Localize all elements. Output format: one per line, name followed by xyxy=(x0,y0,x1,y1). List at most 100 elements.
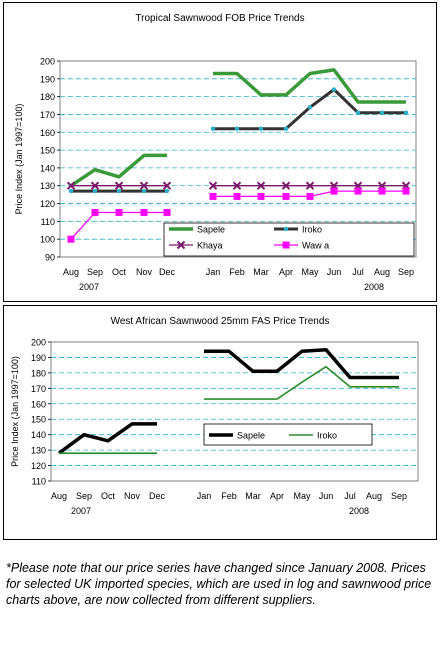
plot-area xyxy=(50,341,419,482)
y-tick-label: 170 xyxy=(31,384,46,394)
series-line xyxy=(57,422,157,455)
y-tick-label: 190 xyxy=(31,353,46,363)
legend-box xyxy=(203,423,373,446)
legend-label: Iroko xyxy=(302,225,322,235)
data-point xyxy=(91,208,99,216)
chart-panel-tropical: Tropical Sawnwood FOB Price Trends 90 100 1… xyxy=(3,2,437,302)
x-tick-label: Sep xyxy=(391,491,407,501)
data-point xyxy=(307,105,313,110)
x-tick-label: Feb xyxy=(229,267,245,277)
data-point xyxy=(116,188,122,194)
series-sapele xyxy=(57,347,400,455)
x-tick-label: Apr xyxy=(279,267,293,277)
y-axis-label: Price Index (Jan 1997=100) xyxy=(14,104,24,215)
data-point xyxy=(114,181,124,190)
chart-title: West African Sawnwood 25mm FAS Price Tre… xyxy=(111,316,330,327)
chart-west-african-sawnwood: West African Sawnwood 25mm FAS Price Tre… xyxy=(10,316,419,516)
year-label: 2007 xyxy=(71,506,91,516)
data-point xyxy=(66,181,76,190)
series-sapele xyxy=(70,68,407,188)
x-tick-label: Jul xyxy=(352,267,364,277)
series-waw-a xyxy=(67,187,410,243)
year-label: 2008 xyxy=(364,282,384,292)
legend-label: Khaya xyxy=(197,241,223,251)
data-point xyxy=(379,110,385,115)
data-point xyxy=(115,208,123,216)
x-tick-label: Sep xyxy=(87,267,103,277)
y-tick-label: 200 xyxy=(31,338,46,348)
y-tick-label: 120 xyxy=(31,461,46,471)
legend-marker xyxy=(283,226,289,232)
legend-label: Iroko xyxy=(317,431,337,441)
x-tick-label: Oct xyxy=(101,491,116,501)
y-tick-label: 120 xyxy=(40,199,55,209)
series-iroko xyxy=(68,87,409,194)
data-point xyxy=(282,192,290,200)
data-point xyxy=(210,126,216,131)
x-tick-label: Nov xyxy=(124,491,141,501)
series-line xyxy=(70,153,167,188)
data-point xyxy=(305,181,315,190)
data-point xyxy=(141,188,147,194)
data-point xyxy=(330,187,338,195)
data-point xyxy=(162,181,172,190)
data-point xyxy=(209,192,217,200)
y-tick-label: 150 xyxy=(40,146,55,156)
data-point xyxy=(90,181,100,190)
x-tick-label: Jan xyxy=(197,491,212,501)
x-tick-label: Sep xyxy=(76,491,92,501)
y-tick-label: 130 xyxy=(31,446,46,456)
data-point xyxy=(92,188,98,194)
x-tick-label: Mar xyxy=(253,267,269,277)
series-iroko xyxy=(58,365,400,454)
data-point xyxy=(378,187,386,195)
y-tick-label: 150 xyxy=(31,415,46,425)
x-tick-label: Aug xyxy=(366,491,382,501)
y-tick-label: 180 xyxy=(31,368,46,378)
y-tick-label: 160 xyxy=(40,128,55,138)
y-tick-label: 110 xyxy=(32,477,46,487)
y-tick-label: 140 xyxy=(40,163,55,173)
x-tick-label: Dec xyxy=(159,267,176,277)
x-tick-label: Aug xyxy=(63,267,79,277)
x-tick-label: May xyxy=(293,491,311,501)
y-tick-label: 200 xyxy=(40,57,55,67)
year-label: 2008 xyxy=(349,506,369,516)
data-point xyxy=(232,181,242,190)
legend-label: Sapele xyxy=(237,431,265,441)
data-point xyxy=(403,110,409,115)
data-point xyxy=(164,188,170,194)
x-tick-label: Aug xyxy=(51,491,67,501)
x-tick-label: Jul xyxy=(344,491,356,501)
y-tick-label: 90 xyxy=(45,253,55,263)
y-tick-label: 160 xyxy=(31,399,46,409)
x-tick-label: Nov xyxy=(136,267,153,277)
x-tick-label: Jan xyxy=(206,267,221,277)
year-label: 2007 xyxy=(79,282,99,292)
data-point xyxy=(140,208,148,216)
x-tick-label: Aug xyxy=(374,267,390,277)
footnote: *Please note that our price series have … xyxy=(6,561,432,607)
legend-marker xyxy=(282,241,290,249)
series-line xyxy=(213,68,406,104)
data-point xyxy=(234,126,240,131)
data-point xyxy=(258,126,264,131)
x-tick-label: Jun xyxy=(319,491,334,501)
data-point xyxy=(233,192,241,200)
y-tick-label: 130 xyxy=(40,181,55,191)
x-tick-label: Feb xyxy=(221,491,237,501)
data-point xyxy=(139,181,149,190)
data-point xyxy=(283,126,289,131)
chart-title: Tropical Sawnwood FOB Price Trends xyxy=(135,13,304,24)
legend-label: Waw a xyxy=(302,241,329,251)
data-point xyxy=(163,208,171,216)
x-tick-label: Apr xyxy=(270,491,284,501)
data-point xyxy=(355,110,361,115)
data-point xyxy=(354,187,362,195)
data-point xyxy=(67,235,75,243)
data-point xyxy=(306,192,314,200)
y-tick-label: 180 xyxy=(40,92,55,102)
y-tick-label: 190 xyxy=(40,74,55,84)
y-axis-label: Price Index (Jan 1997=100) xyxy=(10,356,20,467)
data-point xyxy=(68,188,74,194)
